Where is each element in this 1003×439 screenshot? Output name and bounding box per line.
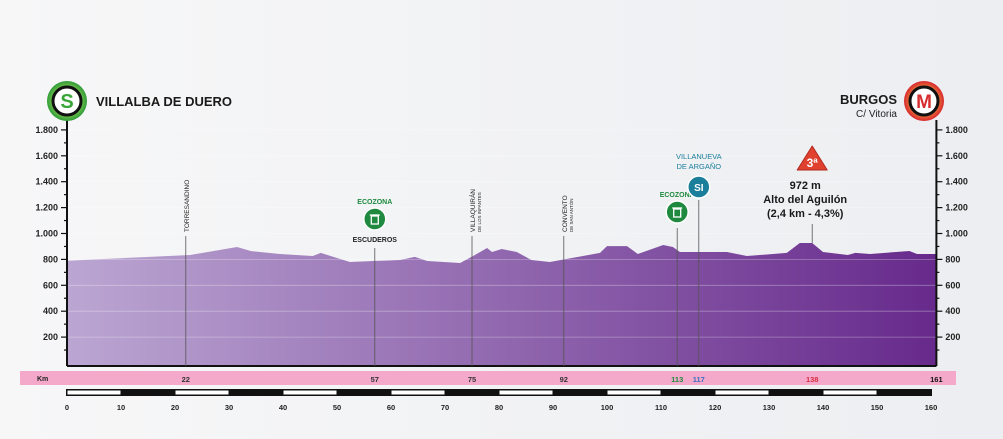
scale-segment [67, 390, 121, 395]
x-tick-label: 60 [387, 403, 395, 412]
sprint-town-label: VILLANUEVA [676, 152, 722, 161]
ecozona-label: ECOZONA [357, 199, 392, 206]
town-label-2: DE LOS INFANTES [477, 192, 482, 232]
climb-detail: (2,4 km - 4,3%) [767, 208, 844, 220]
scale-segment [823, 390, 877, 395]
finish-town: BURGOS [840, 92, 897, 107]
y-tick-label: 200 [945, 332, 960, 342]
km-marker: 161 [930, 375, 943, 384]
route-point-town: TORRESANDINO [184, 180, 191, 366]
y-tick-label: 800 [43, 254, 58, 264]
y-tick-label: 1.400 [35, 177, 58, 187]
km-band: Km 22 57 75 92 113 117 138 161 [20, 371, 956, 385]
x-tick-label: 70 [441, 403, 449, 412]
route-point-climb: 3ª 972 m Alto del Aguilón (2,4 km - 4,3%) [763, 145, 847, 243]
km-marker: 138 [806, 375, 819, 384]
finish-letter: M [916, 92, 932, 113]
scale-segment [175, 390, 229, 395]
finish-street: C/ Vitoria [856, 109, 897, 120]
y-tick-label: 1.600 [35, 151, 58, 161]
ecozona-town-label: ESCUDEROS [353, 237, 398, 244]
start-letter: S [60, 91, 73, 113]
scale-bar [66, 389, 932, 396]
axes: 200 400 600 800 1.000 1.200 1.400 1.600 1.800 200… [35, 120, 968, 367]
y-tick-label: 800 [945, 254, 960, 264]
ecozona-label: ECOZONA [660, 192, 695, 199]
y-tick-label: 1.800 [945, 125, 968, 135]
km-band-bar [20, 371, 956, 385]
y-tick-label: 600 [945, 280, 960, 290]
y-tick-label: 1.800 [35, 125, 58, 135]
scale-segment [607, 390, 661, 395]
x-tick-label: 90 [549, 403, 557, 412]
x-tick-label: 20 [171, 403, 179, 412]
x-tick-label: 30 [225, 403, 233, 412]
trash-icon [363, 207, 387, 231]
climb-name: Alto del Aguilón [763, 194, 847, 206]
y-tick-label: 200 [43, 332, 58, 342]
km-label: Km [37, 376, 48, 383]
x-tick-label: 150 [871, 403, 884, 412]
x-tick-label: 40 [279, 403, 287, 412]
x-tick-label: 140 [817, 403, 830, 412]
km-marker: 117 [693, 375, 705, 384]
finish-badge: M [904, 81, 944, 121]
start-town: VILLALBA DE DUERO [96, 94, 232, 109]
x-tick-label: 80 [495, 403, 503, 412]
sprint-town-label-2: DE ARGAÑO [677, 162, 722, 171]
x-tick-label: 10 [117, 403, 125, 412]
scale-segment [391, 390, 445, 395]
y-tick-label: 400 [43, 306, 58, 316]
route-point-town: VILLAQUIRÁN DE LOS INFANTES [468, 189, 482, 366]
town-label-2: DE SAN ANTÓN [568, 198, 574, 232]
climb-category: 3ª [807, 156, 819, 170]
distance-scale: 0 10 20 30 40 50 60 70 80 90 100 110 120 130 140 150 160 [65, 389, 937, 412]
scale-segment [499, 390, 553, 395]
km-marker: 92 [560, 375, 568, 384]
km-marker: 57 [371, 375, 379, 384]
trash-icon [665, 200, 689, 224]
x-tick-label: 120 [709, 403, 722, 412]
x-tick-label: 160 [925, 403, 938, 412]
y-tick-label: 1.600 [945, 151, 968, 161]
sprint-icon [687, 175, 711, 199]
x-tick-label: 100 [601, 403, 614, 412]
km-marker: 113 [671, 375, 683, 384]
y-tick-label: 1.000 [945, 229, 968, 239]
town-label: TORRESANDINO [184, 180, 191, 232]
elevation-profile-area [67, 243, 937, 366]
route-point-ecozona: ECOZONA ESCUDEROS [353, 199, 398, 366]
km-marker: 75 [468, 375, 476, 384]
x-tick-label: 0 [65, 403, 69, 412]
x-tick-label: 110 [655, 403, 667, 412]
x-tick-label: 50 [333, 403, 341, 412]
y-tick-label: 1.000 [35, 229, 58, 239]
y-tick-label: 1.400 [945, 177, 968, 187]
sprint-badge: SI [694, 183, 704, 194]
y-tick-label: 600 [43, 280, 58, 290]
y-tick-label: 1.200 [35, 203, 58, 213]
climb-altitude: 972 m [790, 180, 821, 192]
y-tick-label: 1.200 [945, 203, 968, 213]
route-point-town: CONVENTO DE SAN ANTÓN [562, 195, 574, 366]
town-label: CONVENTO [562, 195, 569, 232]
x-tick-label: 130 [763, 403, 776, 412]
start-badge: S [47, 81, 87, 121]
km-marker: 22 [182, 375, 190, 384]
y-tick-label: 400 [945, 306, 960, 316]
scale-segment [283, 390, 337, 395]
route-point-ecozona: ECOZONA [660, 192, 695, 366]
scale-segment [715, 390, 769, 395]
town-label: VILLAQUIRÁN [468, 189, 477, 232]
climb-category-icon [796, 145, 828, 171]
